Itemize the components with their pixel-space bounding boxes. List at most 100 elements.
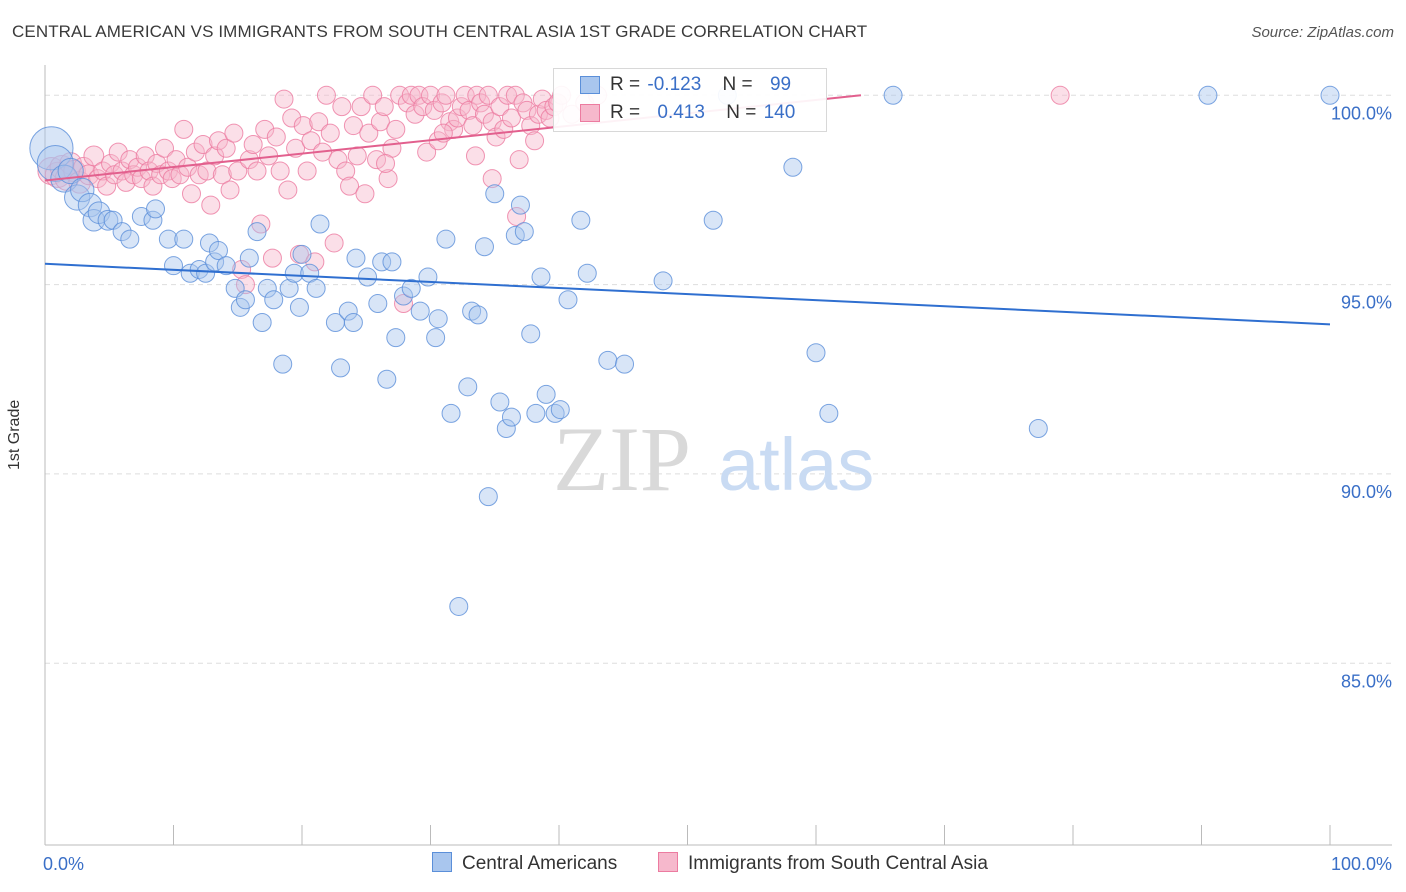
data-point-pink	[421, 85, 440, 105]
legend-n-value-pink: 140	[763, 102, 796, 123]
data-point-pink	[490, 97, 510, 117]
data-point-pink	[181, 184, 201, 204]
data-point-blue	[264, 290, 284, 310]
legend-swatch-blue	[580, 76, 600, 94]
data-point-blue	[29, 126, 74, 171]
data-point-pink	[478, 85, 498, 105]
data-point-blue	[653, 271, 673, 291]
data-point-pink	[390, 85, 410, 105]
data-point-pink	[278, 180, 298, 200]
data-point-blue	[235, 290, 255, 310]
data-point-blue	[703, 210, 723, 230]
data-point-blue	[496, 418, 516, 438]
data-point-blue	[441, 403, 461, 423]
bottom-legend-central-americans: Central Americans	[432, 852, 617, 875]
data-point-blue	[284, 263, 304, 283]
data-point-pink	[243, 135, 263, 155]
data-point-pink	[235, 275, 255, 295]
legend-r-label: R =	[610, 102, 641, 123]
watermark-atlas: atlas	[718, 423, 874, 506]
data-point-pink	[316, 85, 336, 105]
data-point-pink	[376, 153, 396, 173]
y-axis-label: 1st Grade	[6, 399, 23, 470]
data-point-blue	[550, 400, 570, 420]
data-point-pink	[498, 85, 518, 105]
data-point-blue	[338, 301, 358, 321]
data-point-pink	[59, 152, 82, 175]
data-point-blue	[189, 259, 209, 279]
data-point-pink	[370, 112, 390, 132]
data-point-pink	[216, 138, 236, 158]
data-point-pink	[525, 131, 545, 151]
data-point-blue	[485, 184, 505, 204]
data-point-blue	[474, 237, 494, 257]
data-point-pink	[463, 116, 483, 136]
data-point-blue	[343, 312, 363, 332]
data-point-pink	[228, 161, 248, 181]
data-point-pink	[340, 176, 360, 196]
data-point-pink	[97, 176, 117, 196]
data-point-blue	[468, 305, 488, 325]
data-point-pink	[465, 146, 485, 166]
data-point-blue	[77, 192, 103, 218]
data-point-blue	[239, 248, 259, 268]
data-point-pink	[532, 89, 552, 109]
data-point-pink	[509, 150, 529, 170]
data-point-blue	[70, 177, 95, 203]
data-point-pink	[1050, 85, 1070, 105]
data-point-blue	[558, 290, 578, 310]
data-point-pink	[220, 180, 240, 200]
data-point-pink	[224, 123, 244, 143]
data-point-blue	[1198, 85, 1218, 105]
data-point-pink	[282, 108, 302, 128]
legend-r-value-blue: -0.123	[647, 74, 702, 95]
data-point-pink	[212, 165, 232, 185]
data-point-blue	[279, 278, 299, 298]
x-tick-label: 100.0%	[1331, 854, 1392, 874]
data-point-blue	[436, 229, 456, 249]
data-point-pink	[394, 294, 414, 314]
data-point-blue	[490, 392, 510, 412]
data-point-pink	[309, 112, 329, 132]
data-point-pink	[174, 119, 194, 139]
data-point-pink	[374, 97, 394, 117]
data-point-blue	[174, 229, 194, 249]
data-point-pink	[455, 85, 475, 105]
data-point-pink	[324, 233, 344, 253]
stats-legend: R = -0.123 N = 99 R = 0.413 N = 140	[553, 68, 827, 132]
data-point-blue	[143, 210, 163, 230]
data-point-pink	[116, 172, 136, 192]
data-point-blue	[257, 278, 277, 298]
data-point-pink	[120, 150, 140, 170]
data-point-blue	[310, 214, 330, 234]
x-tick-label: 0.0%	[43, 854, 84, 874]
data-point-blue	[458, 377, 478, 397]
data-point-pink	[347, 146, 367, 166]
data-point-pink	[413, 97, 433, 117]
data-point-blue	[273, 354, 293, 374]
data-point-blue	[819, 403, 839, 423]
data-point-blue	[120, 229, 140, 249]
data-point-pink	[501, 108, 521, 128]
data-point-pink	[293, 116, 313, 136]
legend-swatch-pink	[580, 104, 600, 122]
data-point-pink	[351, 97, 371, 117]
data-point-blue	[372, 252, 392, 272]
data-point-pink	[197, 161, 217, 181]
data-point-blue	[382, 252, 402, 272]
y-tick-label: 90.0%	[1341, 482, 1392, 502]
data-point-pink	[205, 146, 225, 166]
data-point-blue	[97, 209, 119, 231]
legend-n-label: N =	[722, 74, 753, 95]
data-point-blue	[306, 278, 326, 298]
data-point-pink	[286, 138, 306, 158]
data-point-pink	[517, 100, 537, 120]
series-blue-points	[29, 85, 1340, 616]
data-point-blue	[112, 222, 132, 242]
data-point-blue	[368, 294, 388, 314]
data-point-pink	[447, 108, 467, 128]
legend-r-label: R =	[610, 74, 641, 95]
data-point-blue	[615, 354, 635, 374]
data-point-blue	[289, 297, 309, 317]
